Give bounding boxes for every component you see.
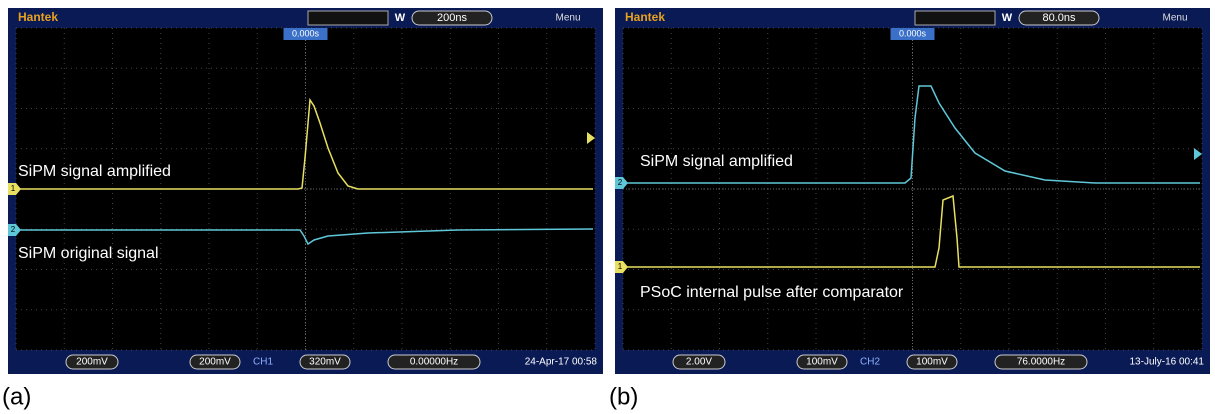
- panel-label: (b): [609, 383, 638, 410]
- trigger-position: 0.000s: [899, 28, 927, 38]
- trigger-position: 0.000s: [292, 28, 320, 38]
- scope-panel: Hantek W 200ns Menu 0.000s 1 2 SiPM signal ampl…: [8, 8, 603, 374]
- brand: Hantek: [625, 10, 665, 24]
- annotation: SiPM signal amplified: [640, 153, 793, 170]
- timebase: 80.0ns: [1042, 12, 1076, 24]
- datetime: 13-July-16 00:41: [1130, 357, 1205, 368]
- figure: Hantek W 200ns Menu 0.000s 1 2 SiPM signal ampl…: [0, 0, 1215, 414]
- annotation: PSoC internal pulse after comparator: [640, 284, 904, 301]
- ch2-scale: 200mV: [199, 357, 231, 368]
- menu: Menu: [555, 13, 580, 24]
- window-label: W: [1002, 12, 1013, 24]
- scope-panel: Hantek W 80.0ns Menu 0.000s 2 1 SiPM signal amp…: [615, 8, 1210, 374]
- frequency: 76.0000Hz: [1017, 357, 1065, 368]
- ch1-scale: 200mV: [76, 357, 108, 368]
- window-label: W: [395, 12, 406, 24]
- channel-marker-label: 1: [11, 184, 16, 193]
- trigger-channel: CH1: [253, 357, 273, 368]
- ch2-scale: 100mV: [806, 357, 838, 368]
- panel-label: (a): [2, 383, 31, 410]
- channel-marker-label: 2: [618, 178, 623, 187]
- datetime: 24-Apr-17 00:58: [525, 357, 598, 368]
- menu: Menu: [1162, 13, 1187, 24]
- annotation: SiPM original signal: [18, 245, 159, 262]
- window-box: [308, 11, 388, 25]
- frequency: 0.00000Hz: [410, 357, 458, 368]
- trigger-channel: CH2: [860, 357, 880, 368]
- trigger-level: 320mV: [309, 357, 341, 368]
- ch1-scale: 2.00V: [686, 357, 712, 368]
- annotation: SiPM signal amplified: [18, 163, 171, 180]
- brand: Hantek: [18, 10, 58, 24]
- channel-marker-label: 2: [11, 225, 16, 234]
- window-box: [915, 11, 995, 25]
- timebase: 200ns: [437, 12, 467, 24]
- trigger-level: 100mV: [916, 357, 948, 368]
- channel-marker-label: 1: [618, 262, 623, 271]
